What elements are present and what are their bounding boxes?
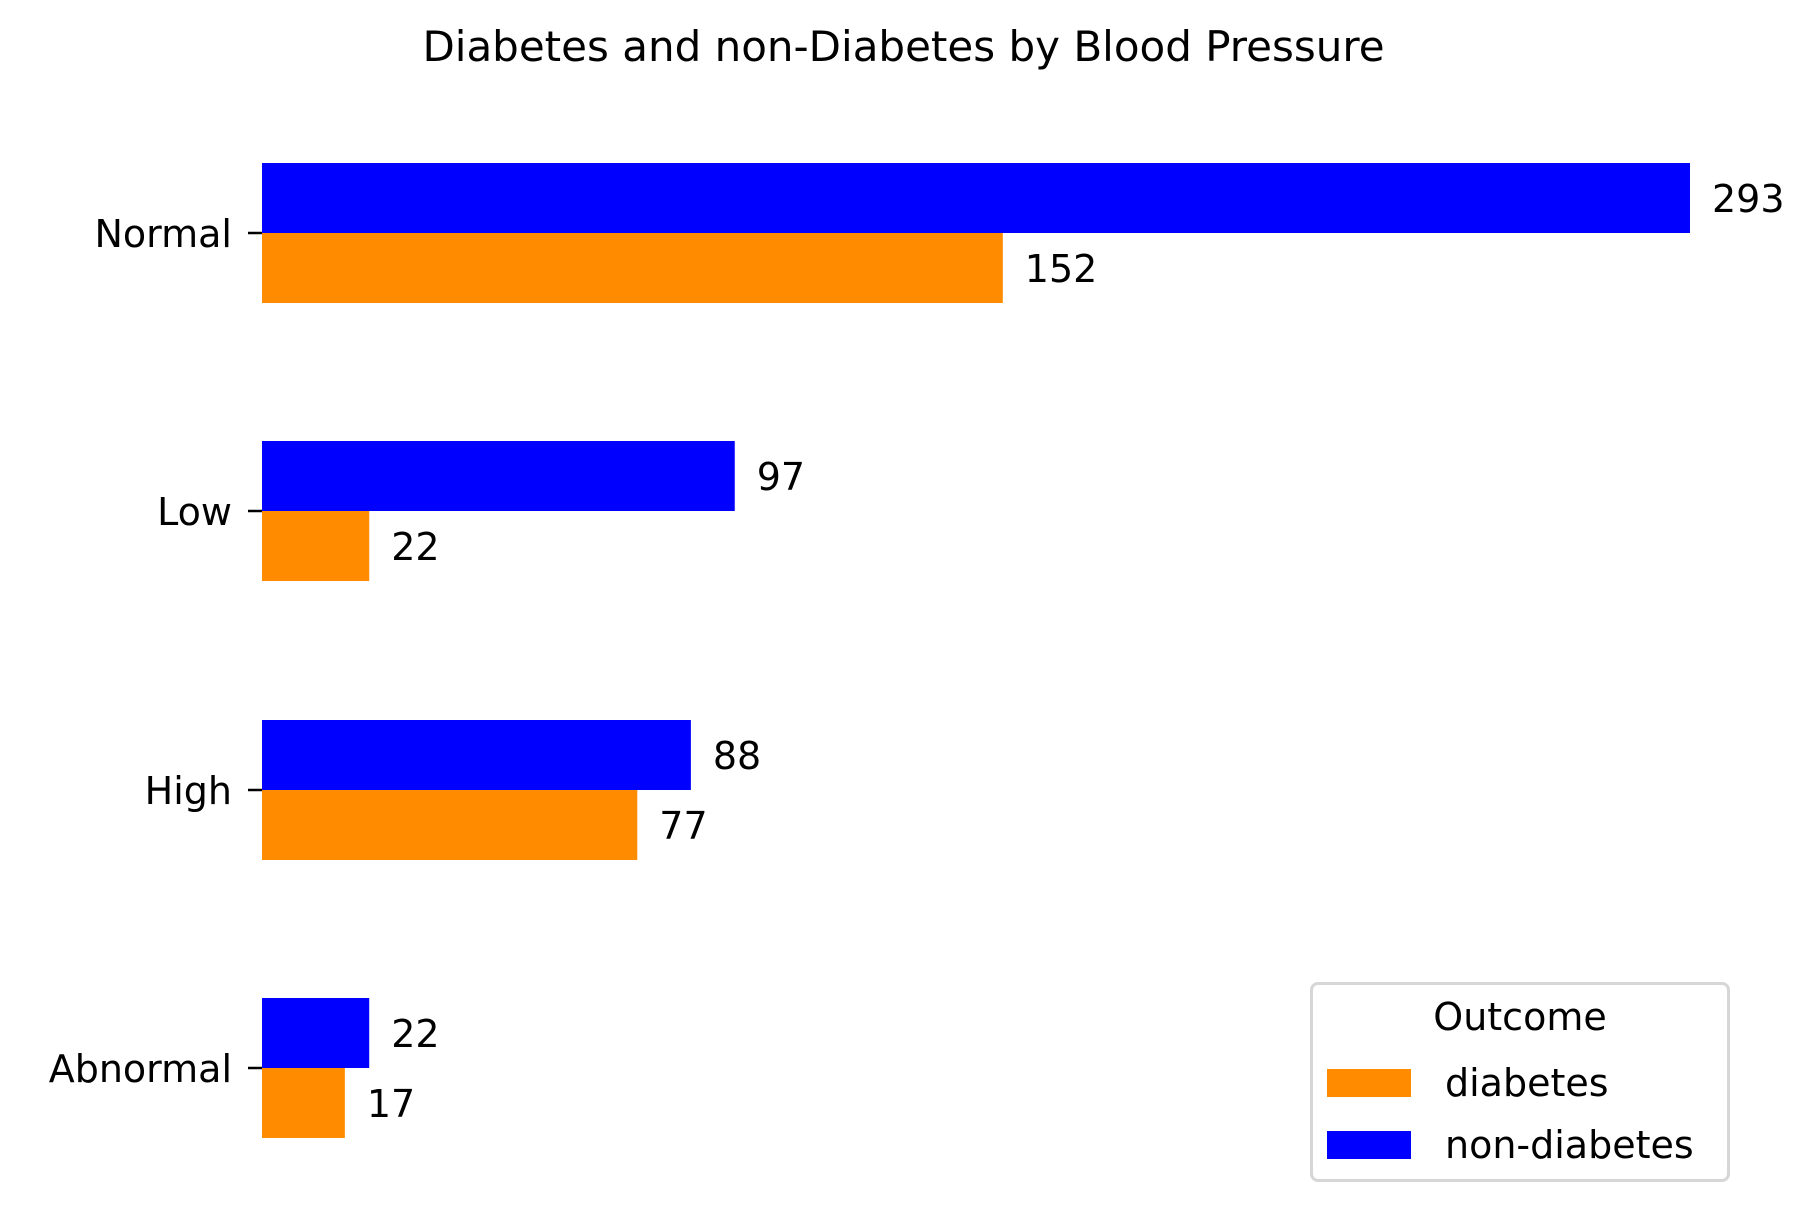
bar-diabetes-high bbox=[262, 790, 638, 860]
bar-non-diabetes-high bbox=[262, 720, 691, 790]
legend-title: Outcome bbox=[1433, 995, 1607, 1039]
data-label-non-diabetes-normal: 293 bbox=[1712, 177, 1785, 221]
chart-title: Diabetes and non-Diabetes by Blood Press… bbox=[422, 22, 1385, 71]
bar-non-diabetes-normal bbox=[262, 163, 1690, 233]
data-label-diabetes-abnormal: 17 bbox=[367, 1082, 415, 1126]
bar-non-diabetes-low bbox=[262, 441, 735, 511]
y-tick-label-abnormal: Abnormal bbox=[49, 1047, 232, 1091]
legend-swatch-diabetes bbox=[1327, 1069, 1411, 1097]
bar-non-diabetes-abnormal bbox=[262, 998, 370, 1068]
legend-item-non-diabetes: non-diabetes bbox=[1327, 1123, 1694, 1167]
data-label-diabetes-low: 22 bbox=[391, 525, 439, 569]
y-tick-label-high: High bbox=[145, 769, 232, 813]
y-tick-label-low: Low bbox=[157, 490, 232, 534]
legend: Outcome diabetes non-diabetes bbox=[1310, 982, 1730, 1182]
data-label-non-diabetes-high: 88 bbox=[713, 734, 761, 778]
legend-item-diabetes: diabetes bbox=[1327, 1061, 1609, 1105]
data-label-diabetes-normal: 152 bbox=[1025, 247, 1098, 291]
data-label-diabetes-high: 77 bbox=[659, 804, 707, 848]
data-label-non-diabetes-abnormal: 22 bbox=[391, 1012, 439, 1056]
legend-swatch-non-diabetes bbox=[1327, 1131, 1411, 1159]
bar-diabetes-low bbox=[262, 511, 370, 581]
y-tick-label-normal: Normal bbox=[95, 212, 233, 256]
data-label-non-diabetes-low: 97 bbox=[757, 455, 805, 499]
bar-diabetes-normal bbox=[262, 233, 1003, 303]
bar-diabetes-abnormal bbox=[262, 1068, 345, 1138]
legend-label-diabetes: diabetes bbox=[1445, 1061, 1609, 1105]
legend-label-non-diabetes: non-diabetes bbox=[1445, 1123, 1694, 1167]
